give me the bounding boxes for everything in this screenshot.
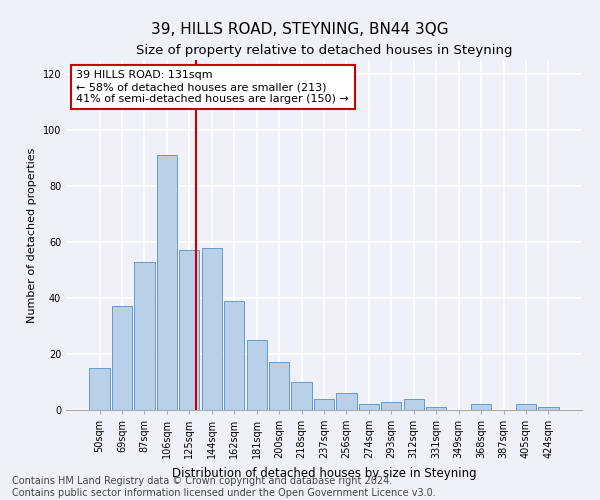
Bar — [179, 250, 199, 410]
Bar — [269, 362, 289, 410]
Bar — [404, 399, 424, 410]
Text: Contains HM Land Registry data © Crown copyright and database right 2024.
Contai: Contains HM Land Registry data © Crown c… — [12, 476, 436, 498]
Title: Size of property relative to detached houses in Steyning: Size of property relative to detached ho… — [136, 44, 512, 58]
Bar — [516, 404, 536, 410]
Bar — [359, 404, 379, 410]
Bar — [112, 306, 132, 410]
Bar — [134, 262, 155, 410]
Text: 39 HILLS ROAD: 131sqm
← 58% of detached houses are smaller (213)
41% of semi-det: 39 HILLS ROAD: 131sqm ← 58% of detached … — [76, 70, 349, 104]
Text: 39, HILLS ROAD, STEYNING, BN44 3QG: 39, HILLS ROAD, STEYNING, BN44 3QG — [151, 22, 449, 38]
Bar — [314, 399, 334, 410]
Bar — [224, 301, 244, 410]
Bar — [538, 407, 559, 410]
Bar — [381, 402, 401, 410]
Bar — [157, 155, 177, 410]
Y-axis label: Number of detached properties: Number of detached properties — [27, 148, 37, 322]
Bar — [89, 368, 110, 410]
Bar — [202, 248, 222, 410]
Bar — [247, 340, 267, 410]
Bar — [337, 393, 356, 410]
Bar — [471, 404, 491, 410]
X-axis label: Distribution of detached houses by size in Steyning: Distribution of detached houses by size … — [172, 466, 476, 479]
Bar — [292, 382, 311, 410]
Bar — [426, 407, 446, 410]
